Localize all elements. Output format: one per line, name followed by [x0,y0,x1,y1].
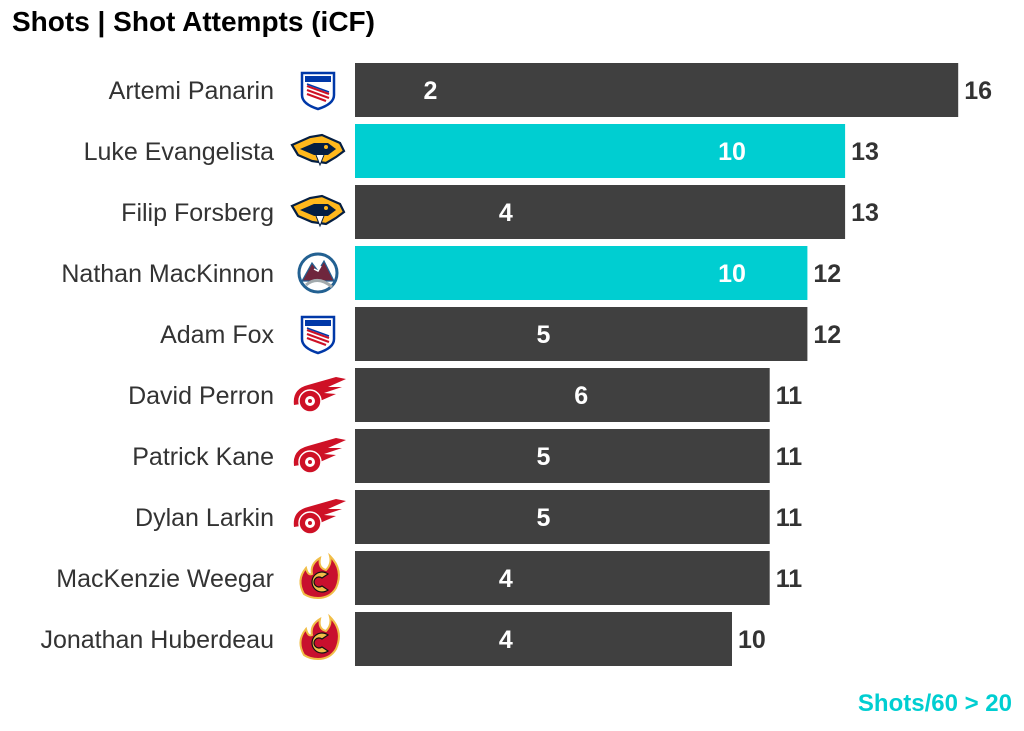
bar [355,63,959,117]
bar [355,246,808,300]
player-name-label: MacKenzie Weegar [56,565,274,593]
attempts-value-label: 10 [738,626,766,654]
shots-value-label: 4 [499,199,513,227]
bar-row: David Perron 6 11 [128,368,802,422]
player-name-label: Artemi Panarin [109,77,274,105]
player-name-label: Adam Fox [160,321,274,349]
predators-logo-icon [290,194,346,228]
attempts-value-label: 13 [851,199,879,227]
bar-row: Filip Forsberg 4 13 [121,185,879,239]
red-wings-logo-icon [293,437,347,474]
bar-row: Luke Evangelista 10 13 [84,124,879,178]
bar [355,429,770,483]
shots-value-label: 4 [499,565,513,593]
bar-row: Jonathan Huberdeau 4 10 [40,612,766,666]
chart-title: Shots | Shot Attempts (iCF) [12,6,375,37]
red-wings-logo-icon [293,498,347,535]
footnote-label: Shots/60 > 20 [857,690,1012,717]
attempts-value-label: 11 [776,443,803,471]
bar [355,551,770,605]
shots-value-label: 10 [718,260,746,288]
bar-row: Dylan Larkin 5 11 [135,490,802,544]
attempts-value-label: 13 [851,138,879,166]
player-name-label: Filip Forsberg [121,199,274,227]
shots-value-label: 5 [537,504,551,532]
shots-value-label: 6 [574,382,588,410]
player-name-label: Dylan Larkin [135,504,274,532]
avalanche-logo-icon [297,252,339,294]
shots-value-label: 4 [499,626,513,654]
bar-row: Adam Fox 5 12 [160,307,841,361]
player-name-label: Nathan MacKinnon [61,260,274,288]
player-name-label: Luke Evangelista [84,138,275,166]
bar [355,185,846,239]
player-name-label: David Perron [128,382,274,410]
bar [355,612,732,666]
shots-value-label: 5 [537,443,551,471]
shots-value-label: 2 [423,77,437,105]
attempts-value-label: 11 [776,382,803,410]
shots-value-label: 5 [537,321,551,349]
red-wings-logo-icon [293,376,347,413]
rangers-logo-icon [300,315,336,355]
attempts-value-label: 16 [964,77,992,105]
predators-logo-icon [290,133,346,167]
bar [355,490,770,544]
attempts-value-label: 12 [813,321,841,349]
flames-logo-icon [299,616,340,660]
attempts-value-label: 12 [813,260,841,288]
bar-row: Artemi Panarin 2 16 [109,63,992,117]
bar-row: Nathan MacKinnon 10 12 [61,246,841,300]
attempts-value-label: 11 [776,565,803,593]
rangers-logo-icon [300,71,336,111]
bar [355,307,808,361]
bar [355,124,846,178]
shots-value-label: 10 [718,138,746,166]
bar-row: MacKenzie Weegar 4 11 [56,551,802,605]
bar-row: Patrick Kane 5 11 [132,429,802,483]
flames-logo-icon [299,555,340,599]
player-name-label: Patrick Kane [132,443,274,471]
player-name-label: Jonathan Huberdeau [40,626,274,654]
bar [355,368,770,422]
attempts-value-label: 11 [776,504,803,532]
